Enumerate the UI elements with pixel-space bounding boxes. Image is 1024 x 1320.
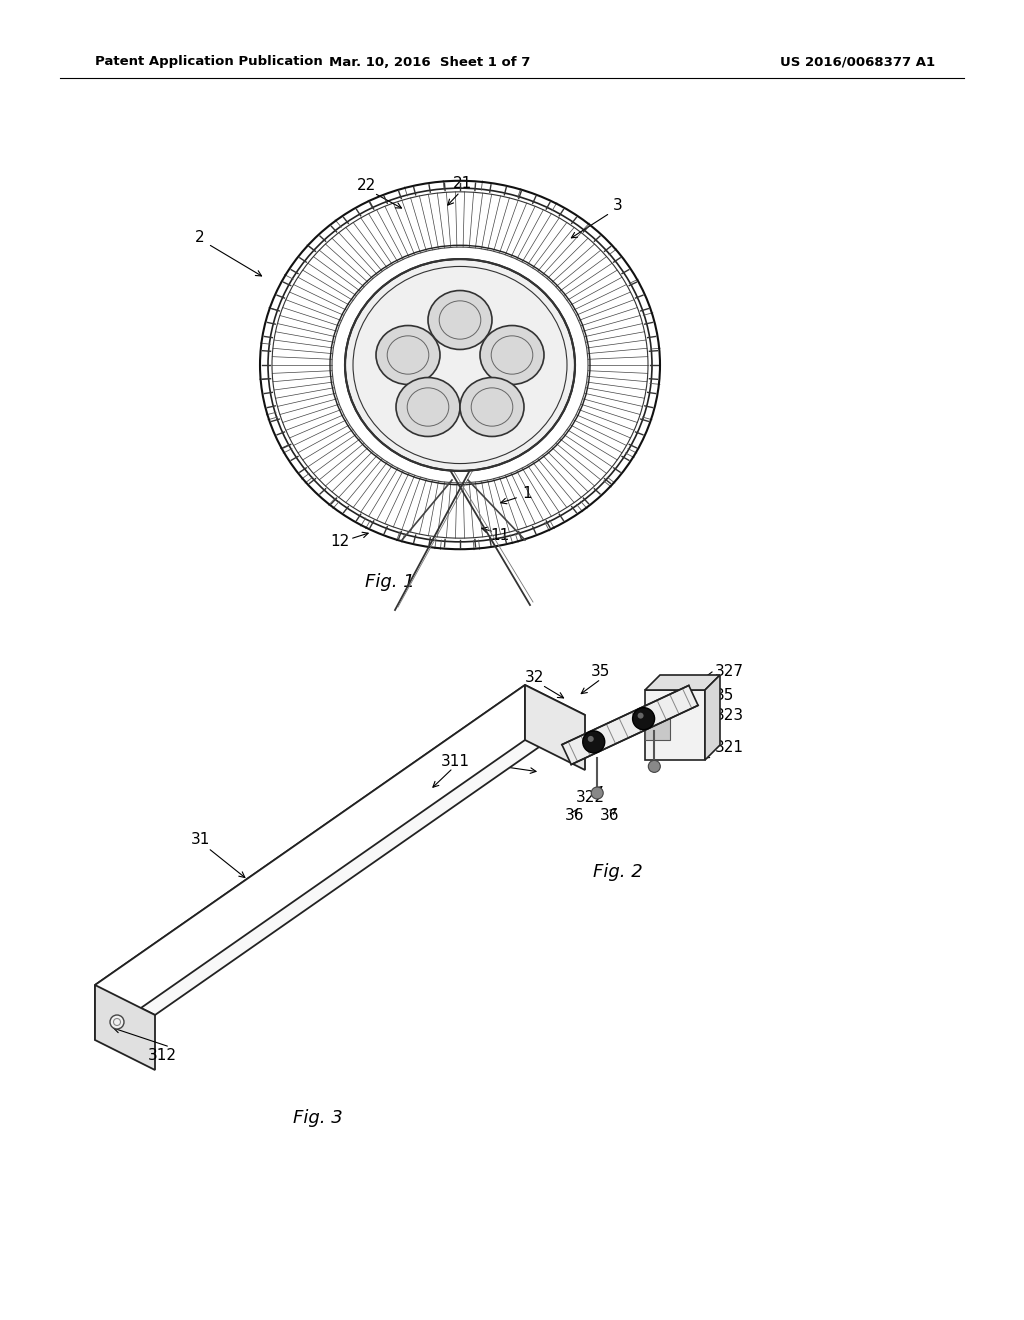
Text: 312: 312	[147, 1048, 176, 1063]
Polygon shape	[562, 685, 698, 764]
Text: Fig. 3: Fig. 3	[293, 1109, 343, 1127]
Ellipse shape	[376, 326, 440, 384]
Text: 311: 311	[475, 755, 505, 770]
Text: 321: 321	[715, 741, 744, 755]
Text: Fig. 2: Fig. 2	[593, 863, 643, 880]
Polygon shape	[95, 685, 585, 1015]
Circle shape	[648, 760, 660, 772]
Text: 32: 32	[525, 671, 545, 685]
Polygon shape	[645, 675, 720, 690]
Ellipse shape	[480, 326, 544, 384]
Text: 36: 36	[565, 808, 585, 824]
Ellipse shape	[428, 290, 492, 350]
Text: Fig. 1: Fig. 1	[366, 573, 415, 591]
Text: US 2016/0068377 A1: US 2016/0068377 A1	[780, 55, 935, 69]
Polygon shape	[525, 685, 585, 770]
Ellipse shape	[345, 259, 575, 471]
Text: 323: 323	[715, 708, 744, 722]
Ellipse shape	[460, 378, 524, 437]
Ellipse shape	[396, 378, 460, 437]
Circle shape	[583, 731, 605, 752]
Text: 31: 31	[190, 833, 210, 847]
Text: 21: 21	[454, 177, 473, 191]
Circle shape	[633, 708, 654, 730]
Polygon shape	[645, 710, 670, 741]
Circle shape	[638, 713, 644, 718]
Text: 22: 22	[356, 178, 376, 194]
Polygon shape	[95, 685, 525, 1040]
Text: 35: 35	[715, 688, 734, 702]
Text: 327: 327	[715, 664, 744, 680]
Text: 311: 311	[440, 755, 469, 770]
Polygon shape	[645, 690, 705, 760]
Polygon shape	[95, 985, 155, 1071]
Circle shape	[110, 1015, 124, 1030]
Text: 2: 2	[196, 231, 205, 246]
Circle shape	[591, 787, 603, 799]
Text: 35: 35	[590, 664, 609, 680]
Text: 322: 322	[575, 791, 604, 805]
Text: Patent Application Publication: Patent Application Publication	[95, 55, 323, 69]
Polygon shape	[705, 675, 720, 760]
Text: 3: 3	[613, 198, 623, 213]
Circle shape	[588, 737, 594, 742]
Text: 11: 11	[490, 528, 510, 543]
Text: 12: 12	[331, 535, 349, 549]
Text: 36: 36	[600, 808, 620, 824]
Text: 1: 1	[522, 487, 531, 502]
Text: Mar. 10, 2016  Sheet 1 of 7: Mar. 10, 2016 Sheet 1 of 7	[330, 55, 530, 69]
